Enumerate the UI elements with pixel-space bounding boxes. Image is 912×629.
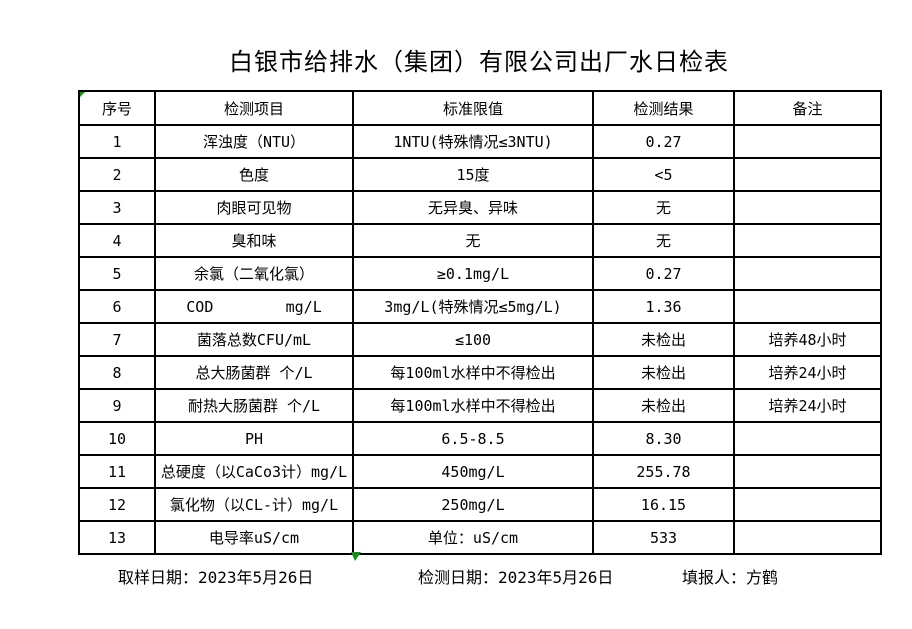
result-cell: 1.36 [592, 289, 735, 324]
standard-cell: 3mg/L(特殊情况≤5mg/L) [352, 289, 594, 324]
item-cell: 耐热大肠菌群 个/L [154, 388, 354, 423]
header-cell-item: 检测项目 [154, 90, 354, 126]
table-row: 11 总硬度（以CaCo3计）mg/L 450mg/L 255.78 [78, 454, 882, 489]
standard-cell: 450mg/L [352, 454, 594, 489]
row-no-cell: 10 [78, 421, 156, 456]
result-cell: 未检出 [592, 322, 735, 357]
remark-cell [733, 157, 882, 192]
item-cell: 总硬度（以CaCo3计）mg/L [154, 454, 354, 489]
item-cell: 余氯（二氧化氯） [154, 256, 354, 291]
standard-cell: 无异臭、异味 [352, 190, 594, 225]
result-cell: 8.30 [592, 421, 735, 456]
remark-cell [733, 487, 882, 522]
table-row: 7 菌落总数CFU/mL ≤100 未检出 培养48小时 [78, 322, 882, 357]
test-date-label: 检测日期：2023年5月26日 [418, 568, 614, 587]
remark-cell [733, 124, 882, 159]
remark-cell: 培养24小时 [733, 388, 882, 423]
standard-cell: 每100ml水样中不得检出 [352, 388, 594, 423]
green-bottom-marker-icon [351, 552, 361, 561]
header-cell-no: 序号 [78, 90, 156, 126]
table-row: 4 臭和味无无 [78, 223, 882, 258]
row-no-cell: 8 [78, 355, 156, 390]
table-row: 5 余氯（二氧化氯） ≥0.1mg/L 0.27 [78, 256, 882, 291]
standard-cell: 每100ml水样中不得检出 [352, 355, 594, 390]
header-cell-remark: 备注 [733, 90, 882, 126]
table-row: 8 总大肠菌群 个/L 每100ml水样中不得检出 未检出 培养24小时 [78, 355, 882, 390]
standard-cell: 单位：uS/cm [352, 520, 594, 555]
report-title: 白银市给排水（集团）有限公司出厂水日检表 [229, 48, 729, 76]
item-cell: 电导率uS/cm [154, 520, 354, 555]
table-row: 12 氯化物（以CL-计）mg/L 250mg/L 16.15 [78, 487, 882, 522]
item-cell: 色度 [154, 157, 354, 192]
table-row: 13 电导率uS/cm 单位：uS/cm 533 [78, 520, 882, 555]
item-cell: 臭和味 [154, 223, 354, 258]
result-cell: 533 [592, 520, 735, 555]
header-cell-standard: 标准限值 [352, 90, 594, 126]
item-cell: 浑浊度（NTU） [154, 124, 354, 159]
result-cell: 无 [592, 190, 735, 225]
result-cell: 0.27 [592, 256, 735, 291]
row-no-cell: 7 [78, 322, 156, 357]
standard-cell: 1NTU(特殊情况≤3NTU) [352, 124, 594, 159]
row-no-cell: 4 [78, 223, 156, 258]
remark-cell [733, 454, 882, 489]
row-no-cell: 9 [78, 388, 156, 423]
row-no-cell: 1 [78, 124, 156, 159]
item-cell: COD mg/L [154, 289, 354, 324]
reporter-label: 填报人：方鹤 [682, 568, 779, 587]
row-no-cell: 12 [78, 487, 156, 522]
standard-cell: 250mg/L [352, 487, 594, 522]
row-no-cell: 3 [78, 190, 156, 225]
remark-cell [733, 289, 882, 324]
table-row: 3 肉眼可见物 无异臭、异味无 [78, 190, 882, 225]
result-cell: 16.15 [592, 487, 735, 522]
table-row: 10 PH 6.5-8.5 8.30 [78, 421, 882, 456]
remark-cell [733, 190, 882, 225]
row-no-cell: 5 [78, 256, 156, 291]
remark-cell [733, 223, 882, 258]
item-cell: 总大肠菌群 个/L [154, 355, 354, 390]
row-no-cell: 13 [78, 520, 156, 555]
result-cell: 未检出 [592, 388, 735, 423]
table-row: 2 色度 15度 <5 [78, 157, 882, 192]
standard-cell: 无 [352, 223, 594, 258]
remark-cell [733, 256, 882, 291]
result-cell: <5 [592, 157, 735, 192]
result-cell: 0.27 [592, 124, 735, 159]
remark-cell [733, 421, 882, 456]
result-cell: 无 [592, 223, 735, 258]
report-footer: 取样日期：2023年5月26日 检测日期：2023年5月26日 填报人：方鹤 [0, 564, 912, 587]
row-no-cell: 6 [78, 289, 156, 324]
inspection-table: 序号 检测项目 标准限值 检测结果 备注 1 浑浊度（NTU） 1NTU(特殊情况≤… [78, 90, 882, 555]
standard-cell: ≤100 [352, 322, 594, 357]
header-cell-result: 检测结果 [592, 90, 735, 126]
table-body: 1 浑浊度（NTU） 1NTU(特殊情况≤3NTU) 0.27 2 色度 15度 <5 3 肉眼可… [78, 124, 882, 555]
item-cell: 肉眼可见物 [154, 190, 354, 225]
row-no-cell: 2 [78, 157, 156, 192]
result-cell: 255.78 [592, 454, 735, 489]
standard-cell: ≥0.1mg/L [352, 256, 594, 291]
table-row: 1 浑浊度（NTU） 1NTU(特殊情况≤3NTU) 0.27 [78, 124, 882, 159]
item-cell: 菌落总数CFU/mL [154, 322, 354, 357]
remark-cell: 培养24小时 [733, 355, 882, 390]
table-row: 6 COD mg/L 3mg/L(特殊情况≤5mg/L) 1.36 [78, 289, 882, 324]
row-no-cell: 11 [78, 454, 156, 489]
table-row: 9 耐热大肠菌群 个/L 每100ml水样中不得检出 未检出 培养24小时 [78, 388, 882, 423]
sampling-date-label: 取样日期：2023年5月26日 [118, 568, 314, 587]
standard-cell: 6.5-8.5 [352, 421, 594, 456]
result-cell: 未检出 [592, 355, 735, 390]
remark-cell: 培养48小时 [733, 322, 882, 357]
item-cell: 氯化物（以CL-计）mg/L [154, 487, 354, 522]
remark-cell [733, 520, 882, 555]
item-cell: PH [154, 421, 354, 456]
table-header-row: 序号 检测项目 标准限值 检测结果 备注 [78, 90, 882, 126]
standard-cell: 15度 [352, 157, 594, 192]
